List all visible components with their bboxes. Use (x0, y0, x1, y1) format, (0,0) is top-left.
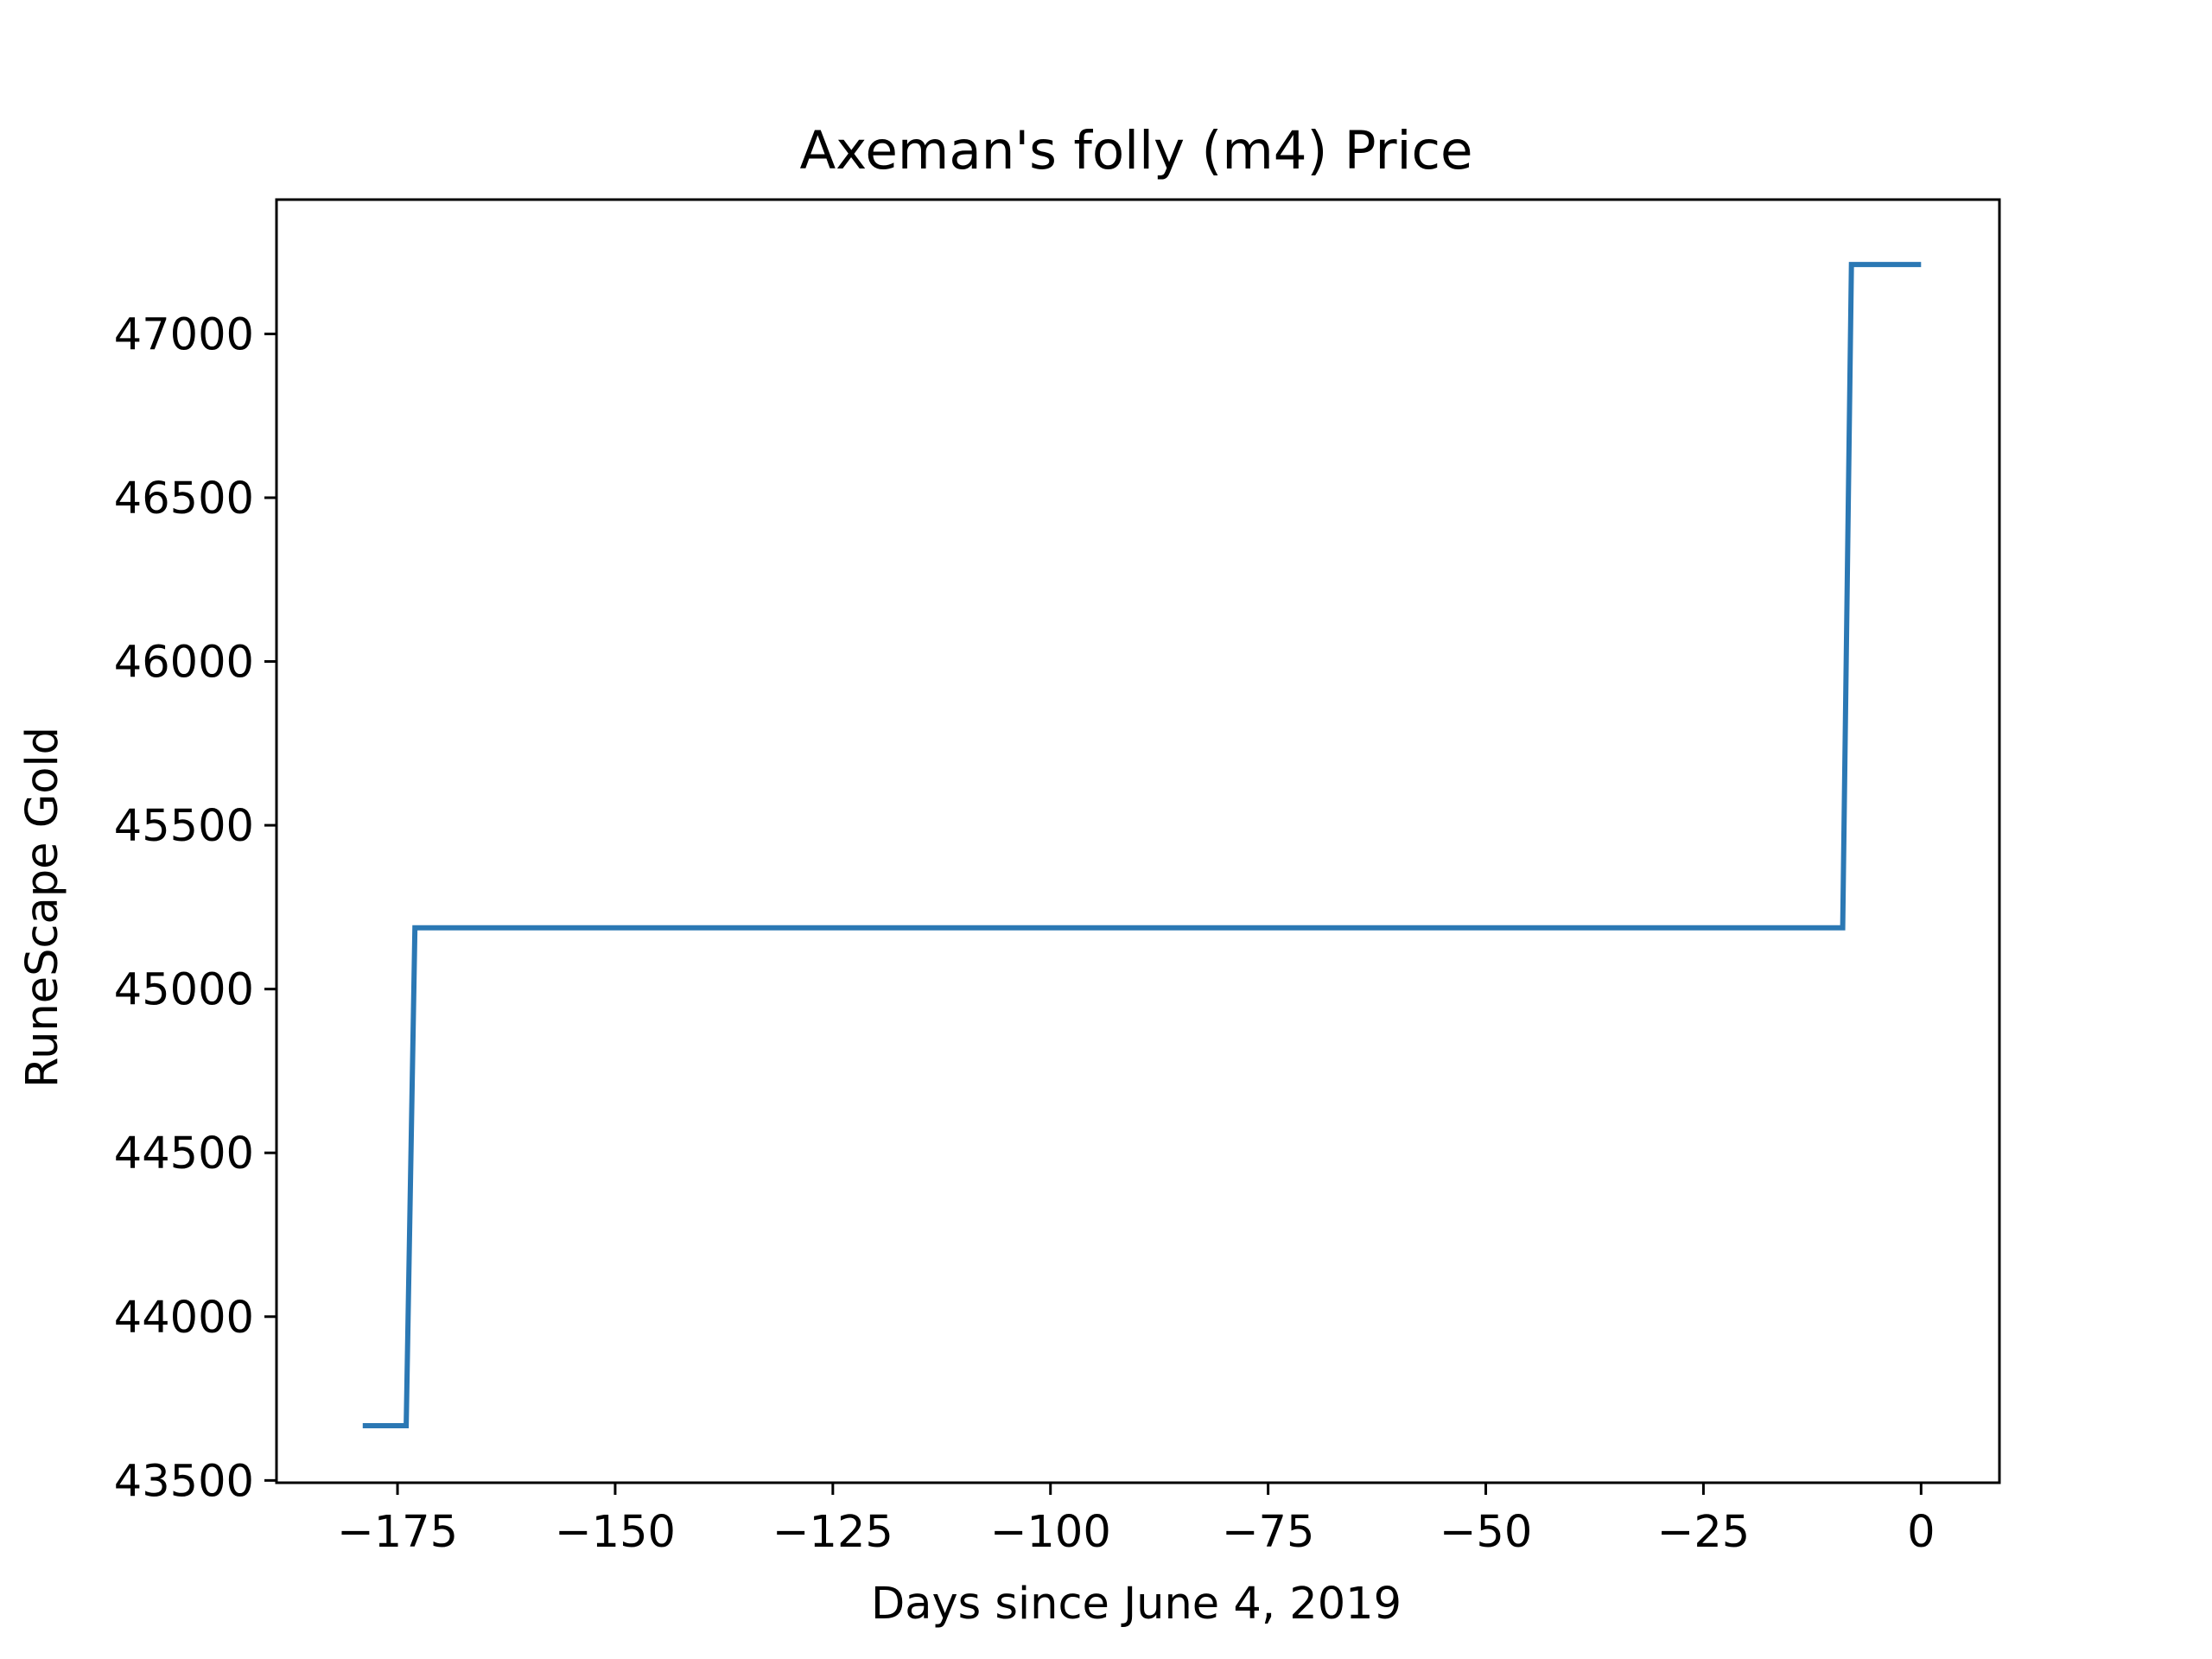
y-tick-label: 43500 (114, 1456, 254, 1507)
x-tick-label: −150 (555, 1507, 676, 1558)
x-tick-label: 0 (1907, 1507, 1935, 1558)
y-tick-label: 45000 (114, 965, 254, 1016)
x-tick-label: −25 (1657, 1507, 1751, 1558)
x-tick-label: −175 (337, 1507, 458, 1558)
x-tick-label: −75 (1222, 1507, 1315, 1558)
y-tick-label: 45500 (114, 801, 254, 852)
x-tick-label: −100 (990, 1507, 1111, 1558)
y-axis-label: RuneScape Gold (17, 727, 68, 1088)
y-axis-ticks: 43500 44000 44500 45000 45500 46000 46500 47000 (114, 309, 276, 1507)
y-tick-label: 47000 (114, 309, 254, 360)
x-tick-label: −50 (1440, 1507, 1533, 1558)
x-tick-label: −125 (772, 1507, 893, 1558)
chart-title: Axeman's folly (m4) Price (799, 120, 1472, 181)
y-tick-label: 44000 (114, 1293, 254, 1344)
x-axis-ticks: −175 −150 −125 −100 −75 −50 −25 0 (337, 1483, 1936, 1558)
y-tick-label: 46500 (114, 474, 254, 524)
y-tick-label: 44500 (114, 1128, 254, 1179)
price-series-line (362, 262, 1922, 1428)
plot-area-frame (275, 198, 2001, 1484)
y-tick-label: 46000 (114, 638, 254, 689)
series-layer (362, 262, 1922, 1428)
x-axis-label: Days since June 4, 2019 (871, 1579, 1402, 1630)
